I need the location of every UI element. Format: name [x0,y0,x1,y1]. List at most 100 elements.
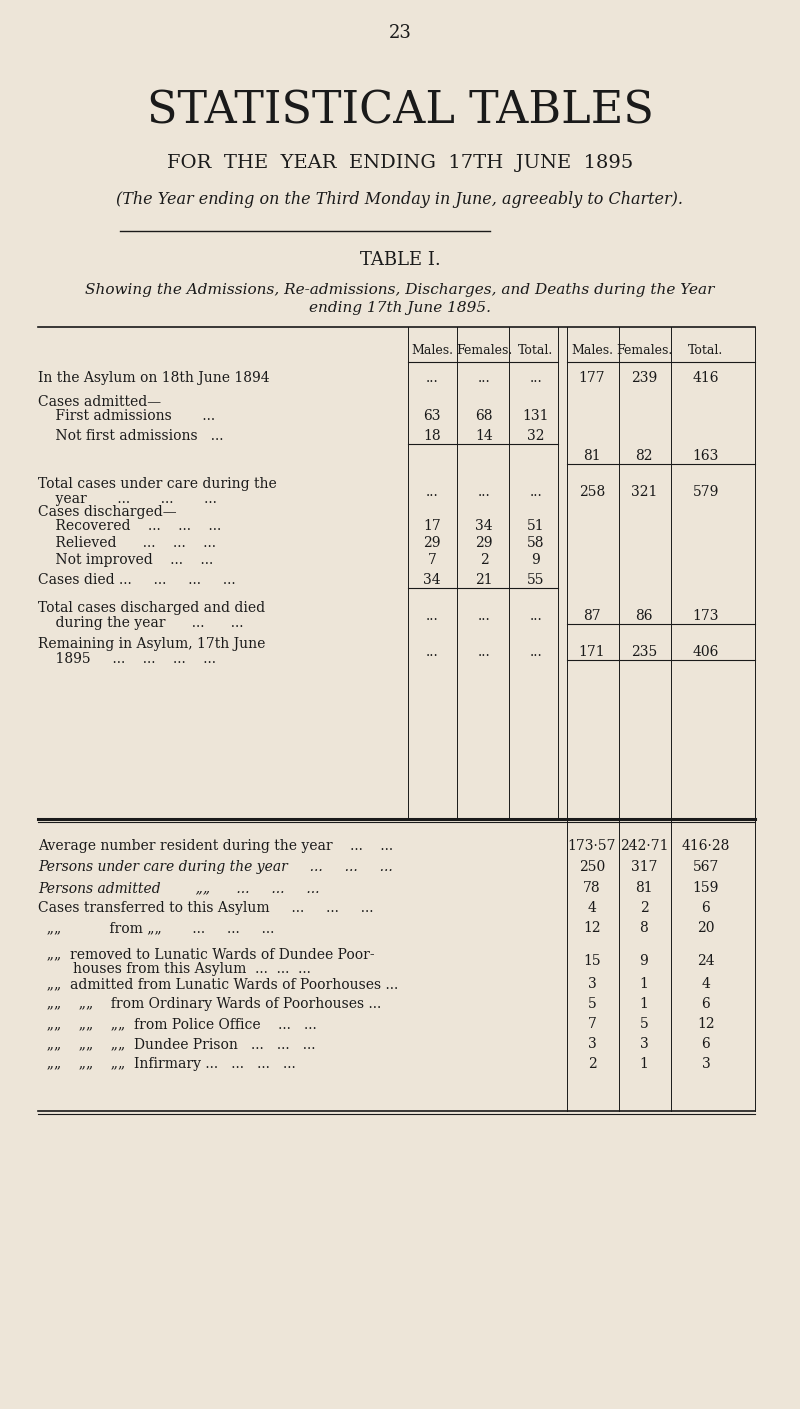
Text: 177: 177 [578,371,606,385]
Text: ending 17th June 1895.: ending 17th June 1895. [309,302,491,316]
Text: Males.: Males. [571,344,613,356]
Text: 173: 173 [693,609,719,623]
Text: 81: 81 [583,449,601,464]
Text: 34: 34 [475,519,493,533]
Text: Remaining in Asylum, 17th June: Remaining in Asylum, 17th June [38,637,266,651]
Text: 3: 3 [588,1037,596,1051]
Text: 87: 87 [583,609,601,623]
Text: Persons admitted        „„      ...     ...     ...: Persons admitted „„ ... ... ... [38,881,319,895]
Text: Showing the Admissions, Re-admissions, Discharges, and Deaths during the Year: Showing the Admissions, Re-admissions, D… [86,283,714,297]
Text: 4: 4 [587,900,597,914]
Text: 159: 159 [693,881,719,895]
Text: 12: 12 [697,1017,715,1031]
Text: ...: ... [530,645,542,659]
Text: 18: 18 [423,428,441,442]
Text: 173·57: 173·57 [568,838,616,852]
Text: 24: 24 [697,954,715,968]
Text: 63: 63 [423,409,441,423]
Text: ...: ... [426,371,438,385]
Text: 239: 239 [631,371,657,385]
Text: 579: 579 [693,485,719,499]
Text: 5: 5 [640,1017,648,1031]
Text: 235: 235 [631,645,657,659]
Text: „„    „„    „„  Infirmary ...   ...   ...   ...: „„ „„ „„ Infirmary ... ... ... ... [38,1057,296,1071]
Text: during the year      ...      ...: during the year ... ... [38,616,243,630]
Text: Cases discharged—: Cases discharged— [38,504,177,519]
Text: Persons under care during the year     ...     ...     ...: Persons under care during the year ... .… [38,859,393,874]
Text: Average number resident during the year    ...    ...: Average number resident during the year … [38,838,393,852]
Text: Cases admitted—: Cases admitted— [38,395,161,409]
Text: 58: 58 [527,535,545,550]
Text: Not improved    ...    ...: Not improved ... ... [38,552,214,566]
Text: ...: ... [426,609,438,623]
Text: 2: 2 [640,900,648,914]
Text: 51: 51 [527,519,545,533]
Text: 6: 6 [702,900,710,914]
Text: 15: 15 [583,954,601,968]
Text: „„           from „„       ...     ...     ...: „„ from „„ ... ... ... [38,921,274,936]
Text: houses from this Asylum  ...  ...  ...: houses from this Asylum ... ... ... [38,962,311,976]
Text: 6: 6 [702,998,710,1012]
Text: 55: 55 [527,573,545,588]
Text: Relieved      ...    ...    ...: Relieved ... ... ... [38,535,216,550]
Text: ...: ... [478,485,490,499]
Text: 32: 32 [527,428,545,442]
Text: 250: 250 [579,859,605,874]
Text: 131: 131 [522,409,550,423]
Text: 406: 406 [693,645,719,659]
Text: 163: 163 [693,449,719,464]
Text: 6: 6 [702,1037,710,1051]
Text: 82: 82 [635,449,653,464]
Text: 2: 2 [588,1057,596,1071]
Text: year       ...       ...       ...: year ... ... ... [38,492,217,506]
Text: 68: 68 [475,409,493,423]
Text: Total.: Total. [688,344,724,356]
Text: 4: 4 [702,976,710,991]
Text: 78: 78 [583,881,601,895]
Text: 1: 1 [639,998,649,1012]
Text: Recovered    ...    ...    ...: Recovered ... ... ... [38,519,222,533]
Text: 29: 29 [475,535,493,550]
Text: Cases died ...     ...     ...     ...: Cases died ... ... ... ... [38,573,236,588]
Text: 29: 29 [423,535,441,550]
Text: „„  removed to Lunatic Wards of Dundee Poor-: „„ removed to Lunatic Wards of Dundee Po… [38,947,374,961]
Text: 567: 567 [693,859,719,874]
Text: TABLE I.: TABLE I. [360,251,440,269]
Text: 2: 2 [480,552,488,566]
Text: ...: ... [530,609,542,623]
Text: 34: 34 [423,573,441,588]
Text: 416·28: 416·28 [682,838,730,852]
Text: In the Asylum on 18th June 1894: In the Asylum on 18th June 1894 [38,371,270,385]
Text: Total.: Total. [518,344,554,356]
Text: Females.: Females. [456,344,512,356]
Text: Total cases discharged and died: Total cases discharged and died [38,602,265,614]
Text: 12: 12 [583,921,601,936]
Text: 81: 81 [635,881,653,895]
Text: ...: ... [530,371,542,385]
Text: ...: ... [478,609,490,623]
Text: 9: 9 [640,954,648,968]
Text: 3: 3 [702,1057,710,1071]
Text: Not first admissions   ...: Not first admissions ... [38,428,223,442]
Text: 1: 1 [639,976,649,991]
Text: 3: 3 [640,1037,648,1051]
Text: 86: 86 [635,609,653,623]
Text: „„    „„    „„  from Police Office    ...   ...: „„ „„ „„ from Police Office ... ... [38,1017,317,1031]
Text: 171: 171 [578,645,606,659]
Text: 7: 7 [587,1017,597,1031]
Text: 17: 17 [423,519,441,533]
Text: ...: ... [478,371,490,385]
Text: First admissions       ...: First admissions ... [38,409,215,423]
Text: ...: ... [478,645,490,659]
Text: (The Year ending on the Third Monday in June, agreeably to Charter).: (The Year ending on the Third Monday in … [117,192,683,209]
Text: 1: 1 [639,1057,649,1071]
Text: FOR  THE  YEAR  ENDING  17TH  JUNE  1895: FOR THE YEAR ENDING 17TH JUNE 1895 [167,154,633,172]
Text: 317: 317 [630,859,658,874]
Text: 3: 3 [588,976,596,991]
Text: Total cases under care during the: Total cases under care during the [38,478,277,490]
Text: 8: 8 [640,921,648,936]
Text: 20: 20 [698,921,714,936]
Text: „„    „„    from Ordinary Wards of Poorhouses ...: „„ „„ from Ordinary Wards of Poorhouses … [38,998,382,1012]
Text: STATISTICAL TABLES: STATISTICAL TABLES [146,89,654,132]
Text: 1895     ...    ...    ...    ...: 1895 ... ... ... ... [38,652,216,666]
